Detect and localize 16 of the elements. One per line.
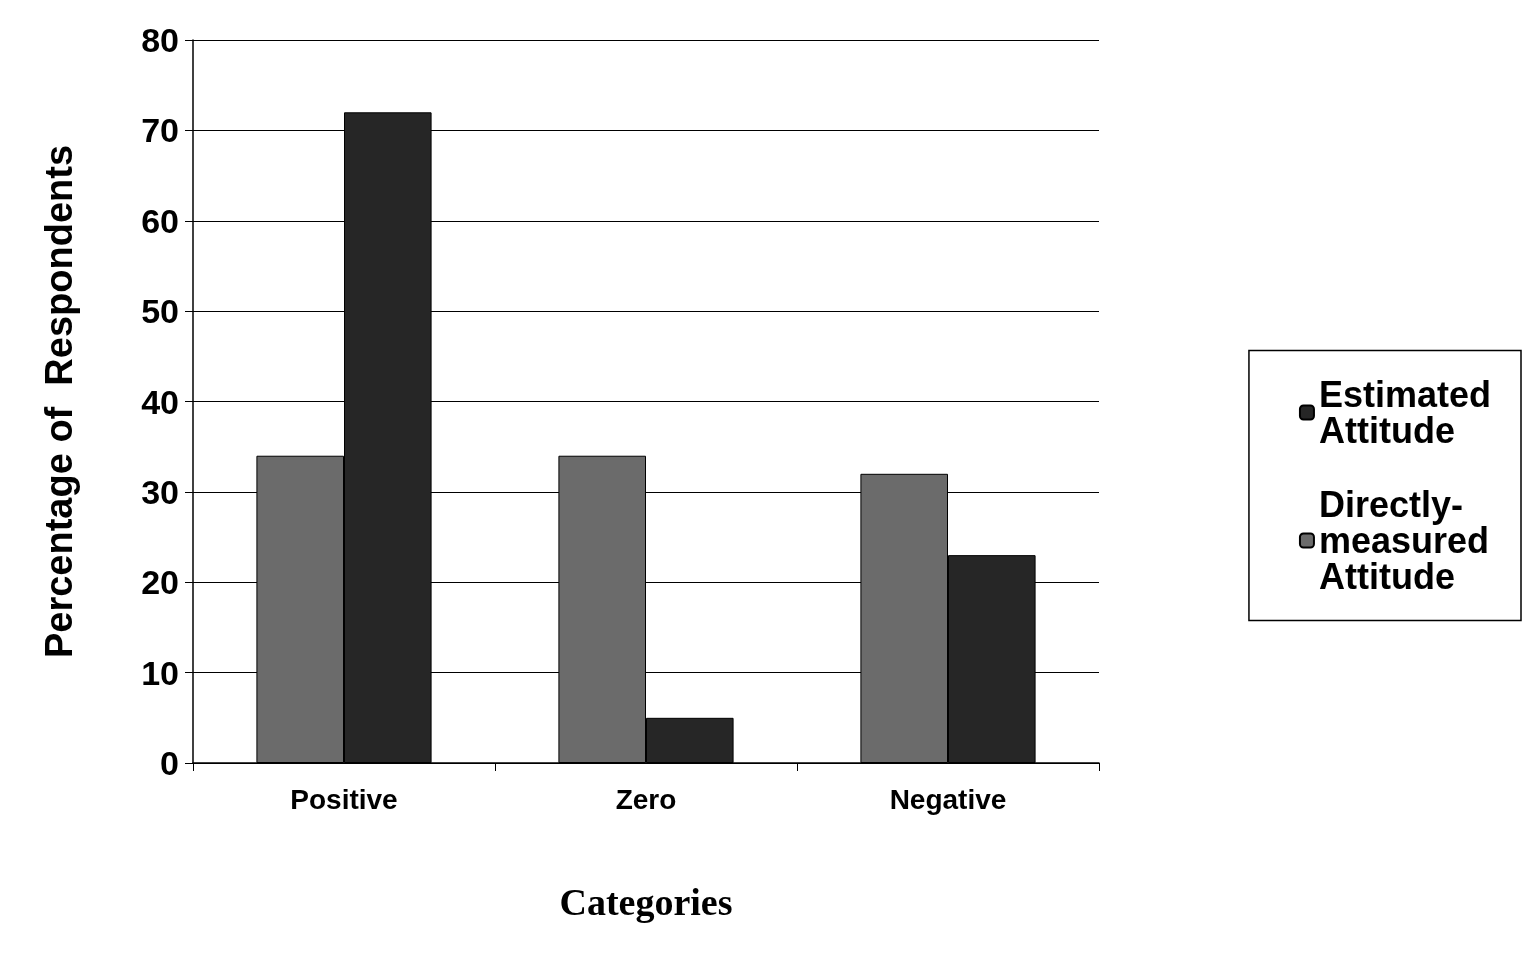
x-tick-label: Negative	[889, 783, 1007, 815]
y-tick-label: 80	[141, 21, 179, 59]
y-tick-label: 40	[141, 382, 179, 421]
legend-label: Estimated Attitude	[1318, 374, 1492, 451]
y-tick-label: 70	[141, 111, 179, 150]
legend-label: Directly-measured Attitude	[1318, 484, 1490, 597]
x-tick-label: Positive	[290, 783, 398, 815]
y-tick-label: 20	[141, 563, 179, 602]
y-axis-title: Percentage of Respondents	[38, 144, 80, 659]
x-axis-title: Categories	[559, 881, 733, 923]
y-tick-label: 30	[141, 472, 179, 511]
y-tick-label: 60	[141, 201, 179, 240]
x-tick-label: Zero	[615, 783, 677, 815]
y-tick-label: 0	[160, 744, 179, 782]
y-tick-label: 50	[141, 292, 179, 331]
y-tick-label: 10	[141, 653, 179, 692]
